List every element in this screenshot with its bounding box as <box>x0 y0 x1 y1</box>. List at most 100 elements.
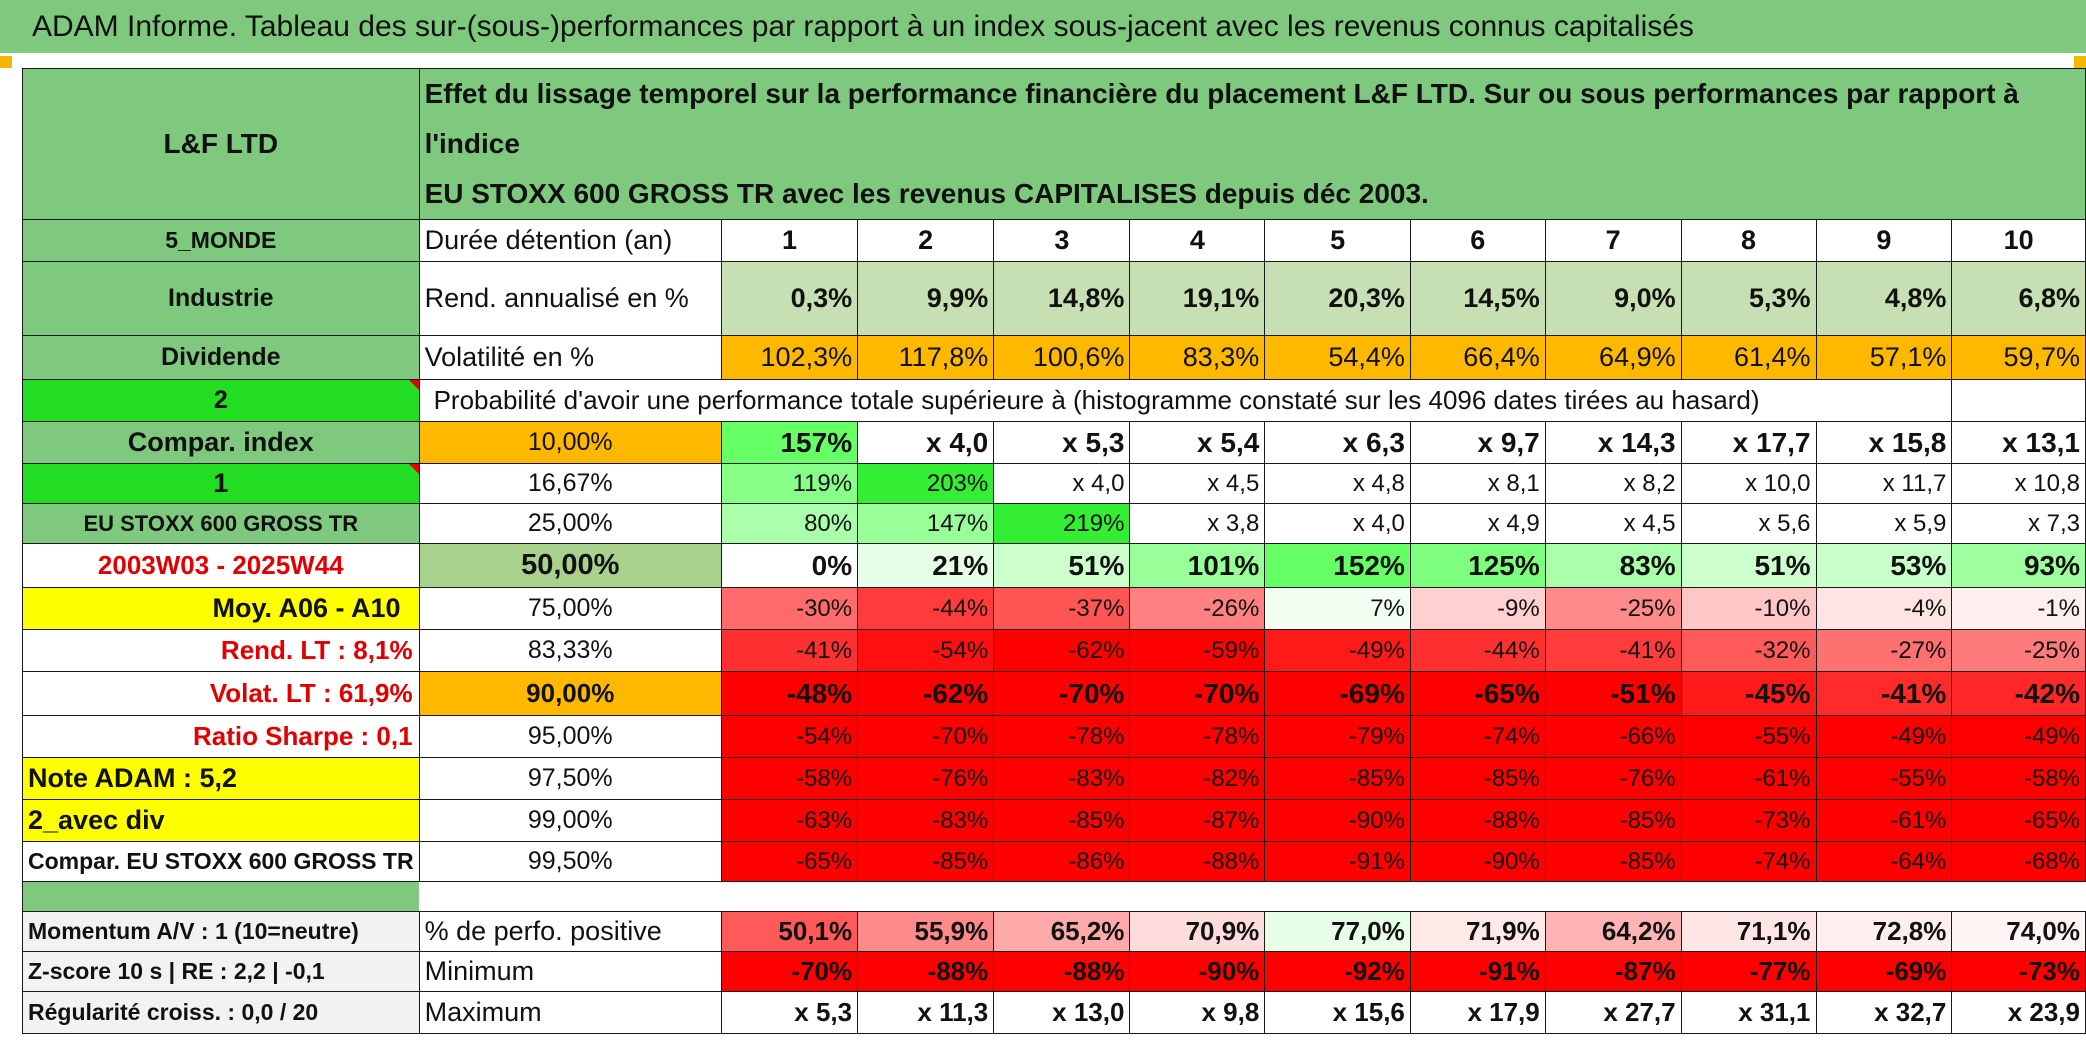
positive-perf-value: 71,9% <box>1409 911 1546 952</box>
quantile-cell: 125% <box>1409 543 1546 588</box>
minimum-label: Minimum <box>418 951 722 992</box>
quantile-cell: 83% <box>1544 543 1682 588</box>
maximum-value: x 5,3 <box>720 991 859 1034</box>
maximum-value: x 32,7 <box>1815 991 1953 1034</box>
quantile-cell: -41% <box>1815 671 1953 716</box>
quantile-cell: -79% <box>1264 715 1411 758</box>
period-label: 2003W03 - 2025W44 <box>22 543 420 588</box>
description-line-1: Effet du lissage temporel sur la perform… <box>424 78 2019 159</box>
rend-value: 6,8% <box>1951 261 2086 336</box>
probability-threshold: 99,00% <box>418 799 722 842</box>
quantile-cell: -42% <box>1951 671 2086 716</box>
rend-value: 5,3% <box>1680 261 1817 336</box>
maximum-label: Maximum <box>418 991 722 1034</box>
dividend-mode-label-text: 2_avec div <box>28 805 165 835</box>
zscore-label: Z-score 10 s | RE : 2,2 | -0,1 <box>22 951 420 992</box>
minimum-value: -91% <box>1409 951 1546 992</box>
quantile-cell: -65% <box>1409 671 1546 716</box>
positive-perf-value: 55,9% <box>857 911 995 952</box>
quantile-cell: -61% <box>1680 757 1817 800</box>
volat-value: 54,4% <box>1264 335 1411 380</box>
quantile-cell: 0% <box>720 543 859 588</box>
quantile-cell: -55% <box>1815 757 1953 800</box>
rend-value: 14,8% <box>993 261 1131 336</box>
quantile-cell: -90% <box>1409 841 1546 882</box>
spacer <box>419 881 2086 912</box>
quantile-cell: x 6,3 <box>1264 421 1411 464</box>
volat-lt-label-text: Volat. LT : 61,9% <box>209 678 413 708</box>
year-header-8: 8 <box>1680 219 1817 262</box>
adam-note-label-text: Note ADAM : 5,2 <box>28 763 238 793</box>
probability-threshold: 25,00% <box>418 503 722 544</box>
quantile-cell: x 10,8 <box>1951 463 2086 504</box>
maximum-value: x 13,0 <box>993 991 1131 1034</box>
quantile-cell: -55% <box>1680 715 1817 758</box>
quantile-cell: -25% <box>1544 587 1682 630</box>
selector-a[interactable]: 2 <box>22 379 420 422</box>
quantile-cell: -91% <box>1264 841 1411 882</box>
zone-label: 5_MONDE <box>22 219 420 262</box>
sharpe-ratio-label: Ratio Sharpe : 0,1 <box>22 715 420 758</box>
spacer-green <box>22 881 420 912</box>
volat-value: 64,9% <box>1544 335 1682 380</box>
compar-index-label: Compar. index <box>22 421 420 464</box>
positive-perf-value: 70,9% <box>1129 911 1266 952</box>
year-header-9: 9 <box>1815 219 1953 262</box>
selector-b-text: 1 <box>213 468 229 498</box>
selector-a-value: 2 <box>213 386 228 414</box>
maximum-value: x 27,7 <box>1544 991 1682 1034</box>
year-header-10: 10 <box>1951 219 2086 262</box>
probability-threshold: 95,00% <box>418 715 722 758</box>
minimum-value: -87% <box>1544 951 1682 992</box>
quantile-cell: x 4,5 <box>1129 463 1266 504</box>
quantile-cell: -1% <box>1951 587 2086 630</box>
quantile-cell: -83% <box>857 799 995 842</box>
quantile-cell: -58% <box>1951 757 2086 800</box>
quantile-cell: -74% <box>1409 715 1546 758</box>
quantile-cell: x 5,9 <box>1815 503 1953 544</box>
corner-marker <box>0 56 12 68</box>
volat-value: 61,4% <box>1680 335 1817 380</box>
quantile-cell: -59% <box>1129 629 1266 672</box>
rend-value: 9,9% <box>857 261 995 336</box>
maximum-value: x 15,6 <box>1264 991 1411 1034</box>
maximum-value: x 9,8 <box>1129 991 1266 1034</box>
quantile-cell: x 3,8 <box>1129 503 1266 544</box>
quantile-cell: -74% <box>1680 841 1817 882</box>
quantile-cell: 21% <box>857 543 995 588</box>
rend-lt-label-text: Rend. LT : 8,1% <box>220 635 413 665</box>
minimum-value: -69% <box>1815 951 1953 992</box>
positive-perf-value: 72,8% <box>1815 911 1953 952</box>
positive-perf-value: 64,2% <box>1544 911 1682 952</box>
rend-value: 19,1% <box>1129 261 1266 336</box>
volat-value: 102,3% <box>720 335 859 380</box>
positive-perf-value: 50,1% <box>720 911 859 952</box>
quantile-cell: 7% <box>1264 587 1411 630</box>
quantile-cell: 119% <box>720 463 859 504</box>
rend-value: 20,3% <box>1264 261 1411 336</box>
positive-perf-value: 65,2% <box>993 911 1131 952</box>
quantile-cell: 53% <box>1815 543 1953 588</box>
comment-marker <box>408 464 419 474</box>
quantile-cell: x 4,5 <box>1544 503 1682 544</box>
corner-marker <box>2074 56 2086 68</box>
quantile-cell: -41% <box>720 629 859 672</box>
year-header-4: 4 <box>1129 219 1266 262</box>
quantile-cell: -27% <box>1815 629 1953 672</box>
quantile-cell: -82% <box>1129 757 1266 800</box>
quantile-cell: -41% <box>1544 629 1682 672</box>
volat-value: 83,3% <box>1129 335 1266 380</box>
selector-b[interactable]: 1 <box>22 463 420 504</box>
quantile-cell: -32% <box>1680 629 1817 672</box>
quantile-cell: -10% <box>1680 587 1817 630</box>
probability-threshold: 97,50% <box>418 757 722 800</box>
rend-lt-label: Rend. LT : 8,1% <box>22 629 420 672</box>
performance-table: L&F LTD Effet du lissage temporel sur la… <box>22 68 2086 1034</box>
quantile-cell: -54% <box>857 629 995 672</box>
quantile-cell: -78% <box>993 715 1131 758</box>
quantile-cell: -64% <box>1815 841 1953 882</box>
year-header-3: 3 <box>993 219 1131 262</box>
maximum-value: x 17,9 <box>1409 991 1546 1034</box>
maximum-value: x 11,3 <box>857 991 995 1034</box>
adam-note-label: Note ADAM : 5,2 <box>22 757 420 800</box>
